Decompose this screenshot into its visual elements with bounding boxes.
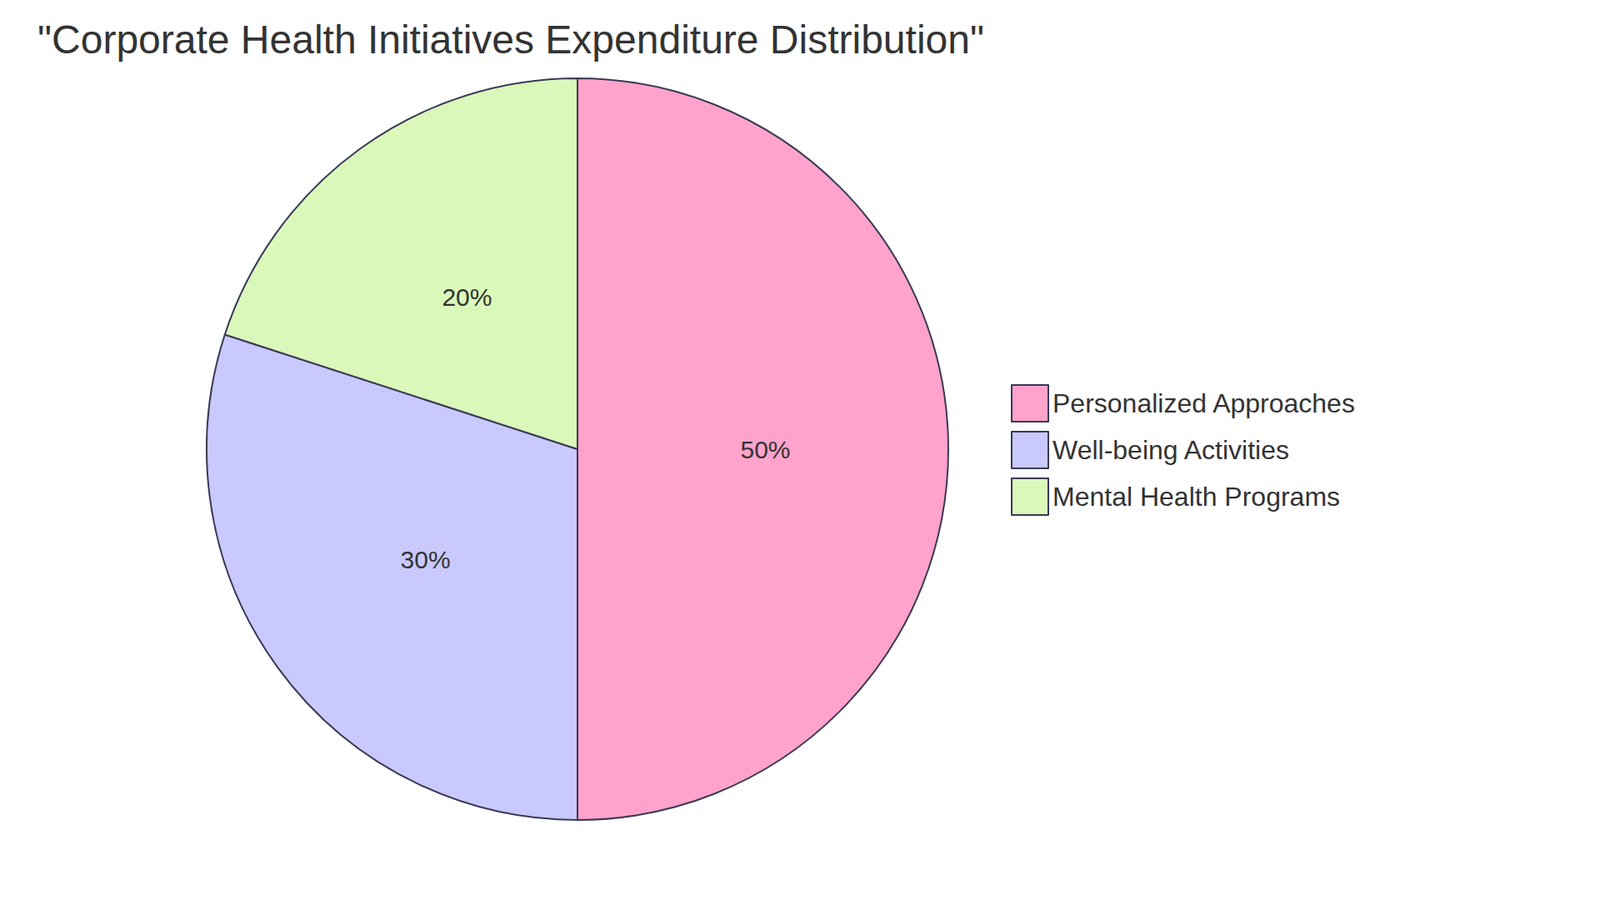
svg-text:Well-being Activities: Well-being Activities — [1052, 435, 1290, 465]
svg-text:Mental Health Programs: Mental Health Programs — [1052, 481, 1340, 512]
svg-text:30%: 30% — [400, 545, 451, 574]
svg-text:20%: 20% — [441, 283, 492, 311]
svg-text:"Corporate Health Initiatives: "Corporate Health Initiatives Expenditur… — [37, 17, 985, 62]
svg-text:50%: 50% — [740, 435, 790, 464]
svg-text:Personalized Approaches: Personalized Approaches — [1052, 388, 1355, 419]
